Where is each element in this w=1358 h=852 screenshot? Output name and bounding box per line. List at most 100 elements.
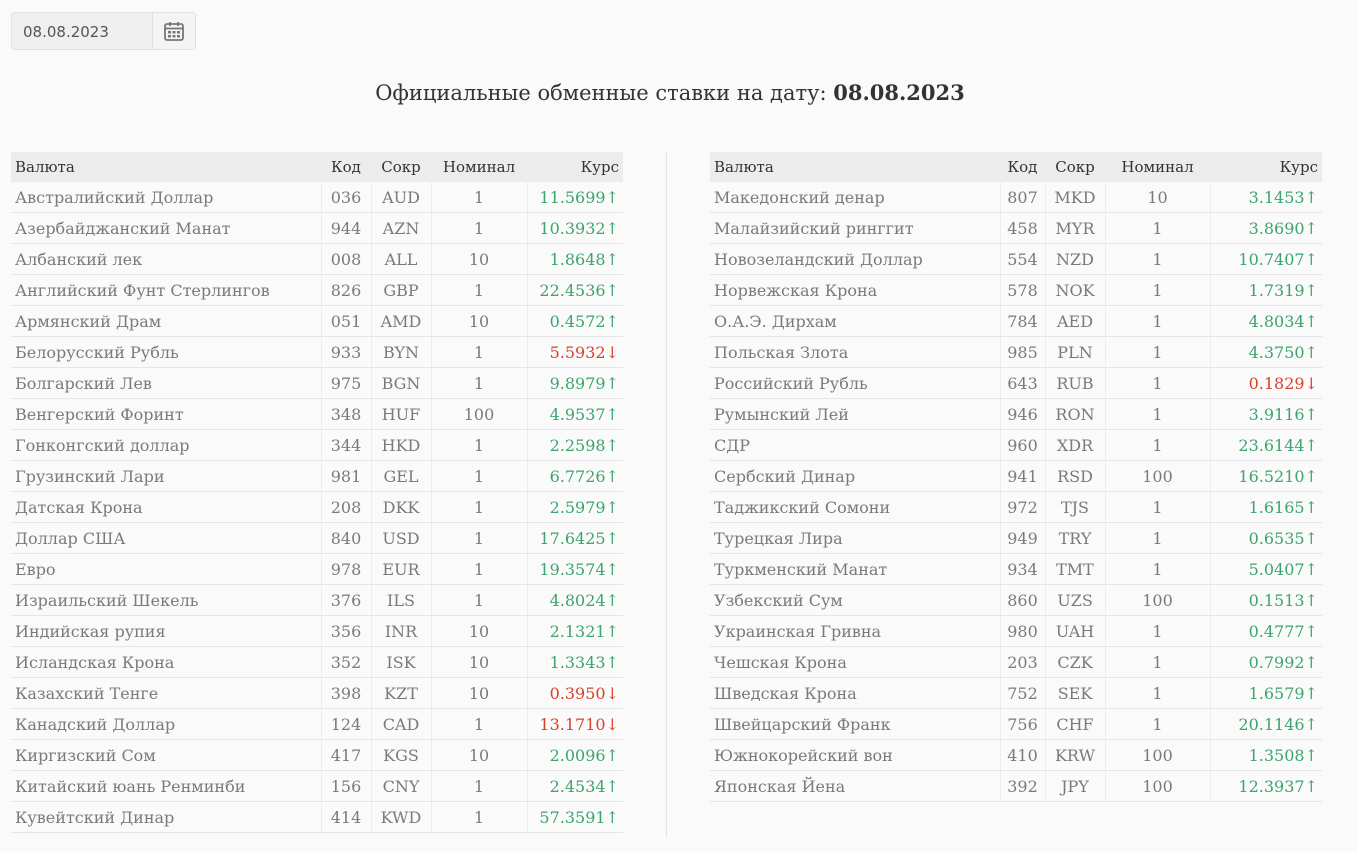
header-cell: Код [321, 152, 371, 182]
currency-name: Индийская рупия [11, 615, 321, 647]
divider [666, 152, 667, 838]
rate-trend: ↑ [1304, 652, 1318, 672]
currency-code: 949 [999, 522, 1045, 554]
currency-code: 051 [320, 305, 371, 337]
currency-abbr: HKD [370, 429, 431, 461]
currency-name: Китайский юань Ренминби [11, 770, 321, 802]
rate-cell: 4.8024↑ [526, 584, 623, 616]
rate-trend: ↑ [605, 373, 619, 393]
rate-row: Турецкая Лира 949 TRY 1 0.6535↑ [710, 522, 1322, 554]
nominal: 1 [430, 212, 527, 244]
nominal: 1 [1104, 677, 1210, 709]
rate-row: Японская Йена 392 JPY 100 12.3937↑ [710, 770, 1322, 802]
rate-value: 2.4534 [549, 776, 606, 796]
table-body: Македонский денар 807 MKD 10 3.1453↑ Малайзий… [710, 182, 1322, 802]
rate-trend: ↑ [1304, 497, 1318, 517]
header-cell: Номинал [1105, 152, 1210, 182]
currency-abbr: RON [1044, 398, 1105, 430]
currency-name: Швейцарский Франк [710, 708, 1000, 740]
header-cell: Номинал [431, 152, 527, 182]
nominal: 1 [1104, 398, 1210, 430]
nominal: 1 [1104, 646, 1210, 678]
nominal: 1 [430, 708, 527, 740]
rate-row: СДР 960 XDR 1 23.6144↑ [710, 429, 1322, 461]
date-picker[interactable]: 08.08.2023 [11, 12, 196, 50]
rate-trend: ↑ [605, 218, 619, 238]
currency-name: Турецкая Лира [710, 522, 1000, 554]
currency-abbr: BGN [370, 367, 431, 399]
rate-trend: ↑ [605, 497, 619, 517]
rate-value: 4.8034 [1248, 311, 1305, 331]
rate-value: 1.3508 [1248, 745, 1305, 765]
currency-code: 554 [999, 243, 1045, 275]
currency-code: 414 [320, 801, 371, 833]
nominal: 100 [1104, 770, 1210, 802]
currency-name: Польская Злота [710, 336, 1000, 368]
currency-abbr: TRY [1044, 522, 1105, 554]
rate-value: 12.3937 [1238, 776, 1305, 796]
currency-abbr: TJS [1044, 491, 1105, 523]
currency-code: 036 [320, 182, 371, 213]
rate-row: Македонский денар 807 MKD 10 3.1453↑ [710, 182, 1322, 213]
header-row: Валюта Код Сокр Номинал Курс [11, 152, 623, 182]
nominal: 1 [1104, 243, 1210, 275]
currency-name: Грузинский Лари [11, 460, 321, 492]
nominal: 1 [430, 584, 527, 616]
currency-code: 826 [320, 274, 371, 306]
rate-cell: 1.8648↑ [526, 243, 623, 275]
rate-cell: 0.3950↓ [526, 677, 623, 709]
currency-name: Исландская Крона [11, 646, 321, 678]
nominal: 1 [430, 491, 527, 523]
header-cell: Сокр [1045, 152, 1105, 182]
date-input[interactable]: 08.08.2023 [23, 23, 109, 41]
rate-cell: 10.3932↑ [526, 212, 623, 244]
rate-cell: 20.1146↑ [1209, 708, 1322, 740]
rate-row: Туркменский Манат 934 TMT 1 5.0407↑ [710, 553, 1322, 585]
rate-cell: 2.1321↑ [526, 615, 623, 647]
rate-cell: 13.1710↓ [526, 708, 623, 740]
rate-cell: 6.7726↑ [526, 460, 623, 492]
calendar-button[interactable] [152, 13, 195, 49]
rate-row: Польская Злота 985 PLN 1 4.3750↑ [710, 336, 1322, 368]
rate-value: 22.4536 [539, 280, 606, 300]
rate-trend: ↑ [1304, 435, 1318, 455]
rate-trend: ↑ [605, 590, 619, 610]
currency-abbr: GEL [370, 460, 431, 492]
currency-name: Белорусский Рубль [11, 336, 321, 368]
currency-abbr: KGS [370, 739, 431, 771]
currency-code: 840 [320, 522, 371, 554]
nominal: 1 [1104, 367, 1210, 399]
rate-value: 1.3343 [549, 652, 606, 672]
rate-cell: 4.3750↑ [1209, 336, 1322, 368]
currency-name: Датская Крона [11, 491, 321, 523]
currency-abbr: ISK [370, 646, 431, 678]
rate-value: 4.9537 [549, 404, 606, 424]
rate-row: Датская Крона 208 DKK 1 2.5979↑ [11, 491, 623, 523]
rate-cell: 5.5932↓ [526, 336, 623, 368]
nominal: 1 [1104, 429, 1210, 461]
rate-trend: ↑ [605, 776, 619, 796]
currency-abbr: EUR [370, 553, 431, 585]
rate-row: Украинская Гривна 980 UAH 1 0.4777↑ [710, 615, 1322, 647]
currency-name: Киргизский Сом [11, 739, 321, 771]
rate-trend: ↑ [605, 652, 619, 672]
nominal: 1 [1104, 708, 1210, 740]
currency-code: 376 [320, 584, 371, 616]
rate-cell: 1.3343↑ [526, 646, 623, 678]
rate-trend: ↑ [1304, 745, 1318, 765]
rate-cell: 1.6579↑ [1209, 677, 1322, 709]
rate-trend: ↑ [605, 435, 619, 455]
rate-cell: 2.2598↑ [526, 429, 623, 461]
rate-trend: ↑ [605, 559, 619, 579]
nominal: 100 [1104, 460, 1210, 492]
rate-row: Армянский Драм 051 AMD 10 0.4572↑ [11, 305, 623, 337]
rate-row: Гонконгский доллар 344 HKD 1 2.2598↑ [11, 429, 623, 461]
nominal: 1 [1104, 336, 1210, 368]
currency-code: 860 [999, 584, 1045, 616]
rate-row: Доллар США 840 USD 1 17.6425↑ [11, 522, 623, 554]
currency-abbr: CHF [1044, 708, 1105, 740]
rate-row: Таджикский Сомони 972 TJS 1 1.6165↑ [710, 491, 1322, 523]
currency-abbr: KZT [370, 677, 431, 709]
rate-row: Австралийский Доллар 036 AUD 1 11.5699↑ [11, 182, 623, 213]
header-cell: Курс [527, 152, 623, 182]
